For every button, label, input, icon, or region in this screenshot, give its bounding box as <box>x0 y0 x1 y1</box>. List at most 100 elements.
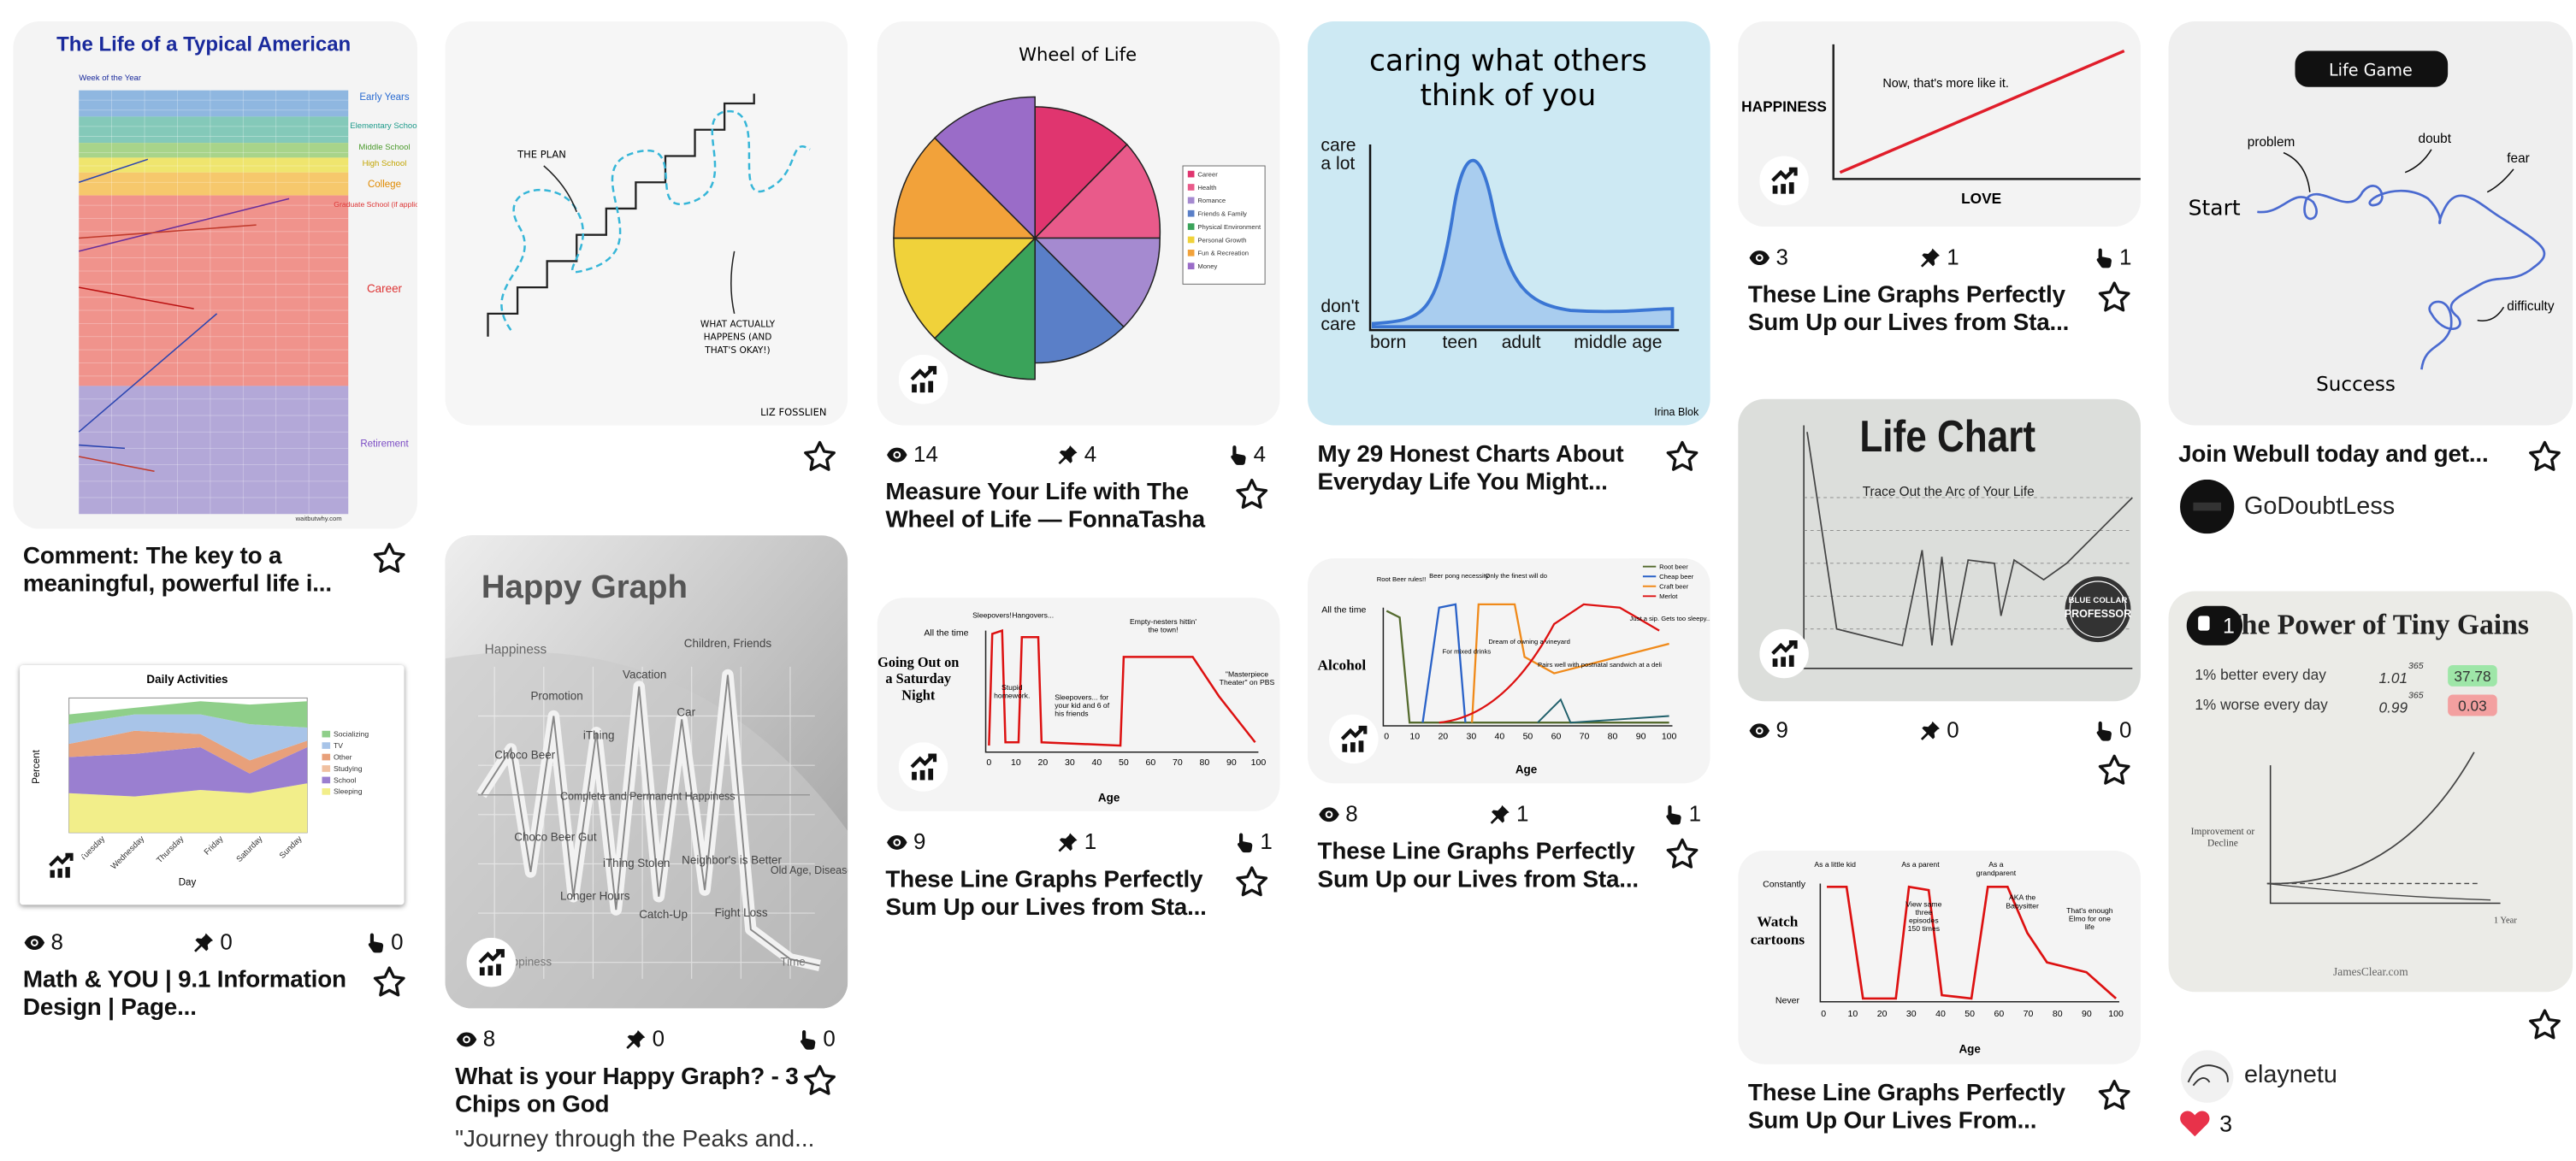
image-text: Fun & Recreation <box>1197 250 1249 257</box>
image-text: Saturday <box>235 834 265 864</box>
pin-image[interactable]: Life Game Start problem doubt fear diffi… <box>2168 21 2573 426</box>
pin-title[interactable]: Measure Your Life with The Wheel of Life… <box>885 479 1206 534</box>
graphic <box>194 934 213 952</box>
chart-label: Empty-nesters hittin' the town! <box>1129 617 1197 634</box>
author-name[interactable]: GoDoubtLess <box>2243 492 2396 521</box>
graphic: Life Chart Trace Out the Arc of Your Lif… <box>1738 412 2133 701</box>
pin-image[interactable]: THE PLAN WHAT ACTUALLY HAPPENS (AND THAT… <box>445 21 848 426</box>
chart-label: "Masterpiece Theater" on PBS <box>1219 669 1275 687</box>
graphic <box>730 250 736 315</box>
save-star[interactable] <box>2096 280 2132 315</box>
graphic <box>1827 885 2118 1000</box>
pin-image[interactable]: Daily Activities Percent Socializing TV … <box>20 664 405 905</box>
pin-image[interactable]: All the time Alcohol Root Beer rules!! B… <box>1308 558 1710 784</box>
graphic <box>369 934 383 953</box>
pin-image[interactable]: Constantly Watch cartoons Never As a lit… <box>1738 851 2141 1064</box>
graphic <box>79 444 126 450</box>
pin-title[interactable]: Math & YOU | 9.1 Information Design | Pa… <box>22 967 346 1022</box>
author-name[interactable]: elaynetu <box>2243 1060 2337 1089</box>
pin-title[interactable]: Join Webull today and get... <box>2178 441 2489 469</box>
graphic: Career Health Romance Friends & Family P… <box>1187 170 1261 270</box>
save-star[interactable] <box>371 540 407 576</box>
save-star[interactable] <box>2526 439 2562 474</box>
graphic <box>79 99 349 498</box>
graphic: AKA the Babysitter <box>2006 893 2038 910</box>
graphic <box>893 137 1037 239</box>
graphic <box>984 630 1259 753</box>
graphic <box>79 90 349 117</box>
pin-image[interactable]: Life Chart Trace Out the Arc of Your Lif… <box>1738 398 2141 702</box>
reactions-count: 0 <box>391 929 404 955</box>
graphic <box>1187 236 1195 244</box>
saves-count: 4 <box>1084 441 1097 467</box>
pin-image[interactable]: caring what others think of you care a l… <box>1308 21 1710 426</box>
graphic: Improvement or Decline <box>2191 828 2255 849</box>
save-star[interactable] <box>801 439 837 474</box>
graphic <box>1668 840 1696 867</box>
save-star[interactable] <box>1664 836 1700 872</box>
image-text: iThing Stolen <box>603 857 670 869</box>
views-count: 8 <box>50 929 63 955</box>
views-count: 9 <box>913 829 926 854</box>
graphic <box>322 753 331 761</box>
graphic <box>2180 1111 2210 1137</box>
graphic <box>2186 605 2243 645</box>
graphic <box>1750 250 1770 265</box>
author-avatar[interactable] <box>2180 479 2235 534</box>
graphic: All the time Going Out on a Saturday Nig… <box>877 610 1275 804</box>
graphic <box>1187 262 1195 270</box>
chart-label: That's enough Elmo for one life <box>2066 906 2113 932</box>
save-star[interactable] <box>1234 476 1270 512</box>
pin-image[interactable]: All the time Going Out on a Saturday Nig… <box>877 598 1280 811</box>
image-text: Success <box>2316 374 2396 396</box>
graphic: As a parent <box>1901 861 1939 869</box>
image-text: Daily Activities <box>146 673 227 686</box>
image-text: 0.99 <box>2378 699 2408 716</box>
pin-title[interactable]: These Line Graphs Perfectly Sum Up Our L… <box>1747 1080 2065 1135</box>
save-star[interactable] <box>2526 1007 2562 1043</box>
save-star[interactable] <box>2096 752 2132 788</box>
image-text: Dream of owning a vineyard <box>1488 638 1570 645</box>
graphic <box>500 110 811 331</box>
graphic <box>1839 49 2125 174</box>
pin-title[interactable]: These Line Graphs Perfectly Sum Up our L… <box>1317 839 1640 893</box>
save-star[interactable] <box>801 1063 837 1099</box>
like-heart[interactable] <box>2178 1109 2211 1139</box>
pin-image[interactable]: Wheel of Life Career Health Romance Frie… <box>877 21 1280 426</box>
saves-icon <box>1056 444 1079 467</box>
chart-label: Going Out on a Saturday Night <box>877 653 960 704</box>
image-text: Socializing <box>334 730 369 739</box>
axis-tick-label: 90 <box>2082 1009 2092 1019</box>
graphic <box>801 1030 815 1050</box>
image-text: The Power of Tiny Gains <box>2222 609 2529 640</box>
save-star[interactable] <box>1234 863 1270 899</box>
reactions-count: 1 <box>2118 245 2132 270</box>
pin-title[interactable]: My 29 Honest Charts About Everyday Life … <box>1317 441 1624 497</box>
image-text: problem <box>2248 135 2295 150</box>
chart-label: As a grandparent <box>1976 860 2017 877</box>
graphic <box>1058 445 1077 464</box>
views-icon <box>1748 719 1771 742</box>
graphic: Tuesday Wednesday Thursday Friday Saturd… <box>79 834 304 872</box>
image-text: Only the finest will do <box>1485 572 1547 580</box>
pin-title[interactable]: What is your Happy Graph? - 3 Chips on G… <box>455 1064 799 1119</box>
pin-title[interactable]: These Line Graphs Perfectly Sum Up our L… <box>885 867 1207 922</box>
author-avatar[interactable] <box>2180 1049 2234 1103</box>
pin-title[interactable]: These Line Graphs Perfectly Sum Up our L… <box>1747 282 2070 337</box>
save-star[interactable] <box>2096 1077 2132 1113</box>
axis-tick-label: 90 <box>1636 731 1646 741</box>
graphic <box>806 442 834 469</box>
image-text: Sleepovers! <box>972 610 1012 619</box>
save-star[interactable] <box>371 964 407 1000</box>
save-star[interactable] <box>1664 439 1700 474</box>
image-text: JamesClear.com <box>2333 965 2408 978</box>
pin-title[interactable]: Comment: The key to a meaningful, powerf… <box>22 543 332 598</box>
pin-image[interactable]: HAPPINESS Now, that's more like it. LOVE <box>1738 21 2141 227</box>
chart-label: Stupid homework. <box>994 683 1031 700</box>
graphic <box>1033 237 1161 328</box>
pin-image[interactable]: Happy Graph Happiness Promotion Vacation… <box>445 535 848 1009</box>
pin-image[interactable]: The Life of a Typical American Week of t… <box>13 21 417 529</box>
pin-image[interactable]: The Power of Tiny Gains 1% better every … <box>2168 591 2573 993</box>
